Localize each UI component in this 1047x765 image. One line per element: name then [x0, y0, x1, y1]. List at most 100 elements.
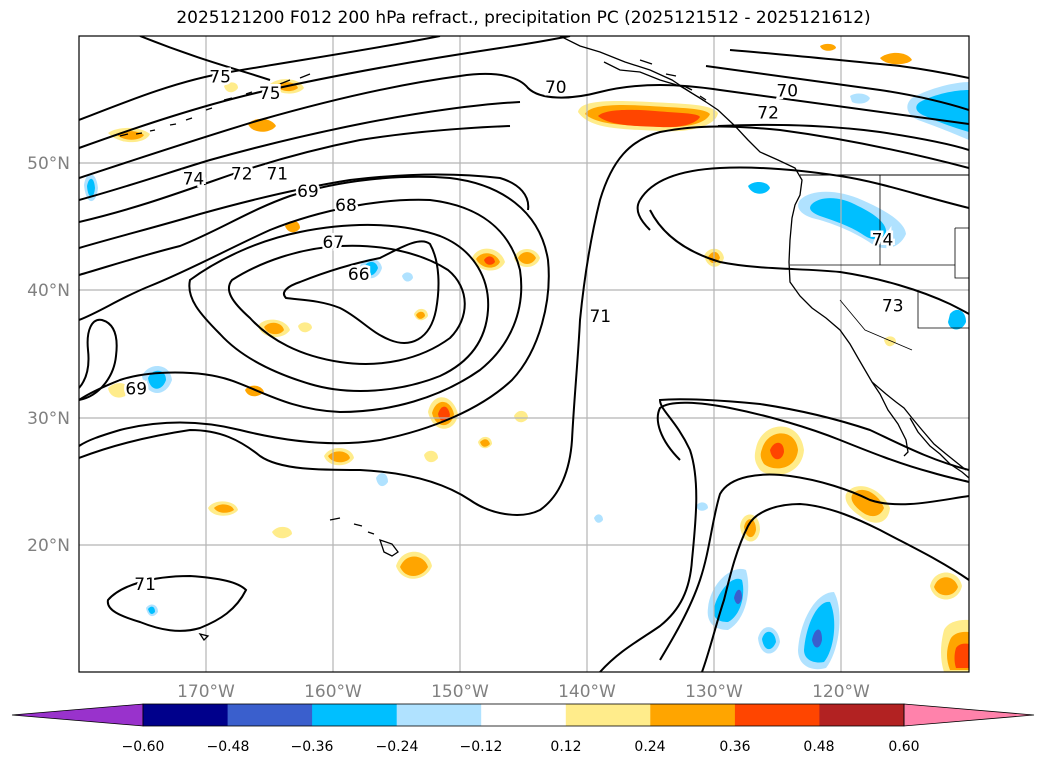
contour-label: 71: [134, 575, 156, 595]
precip-area: [148, 370, 166, 389]
colorbar-segment: [312, 704, 398, 726]
colorbar-tick-label: 0.24: [634, 739, 665, 755]
colorbar-tick-label: 0.60: [888, 739, 919, 755]
contour-line: [717, 123, 969, 151]
precip-area: [696, 502, 708, 511]
colorbar-tick-label: 0.48: [803, 739, 834, 755]
colorbar-tick-label: 0.36: [719, 739, 750, 755]
coastline-north-america: [603, 61, 967, 471]
precip-area: [598, 109, 700, 128]
lon-tick-label: 170°W: [177, 682, 235, 702]
contour-line: [79, 318, 118, 401]
border-state: [839, 299, 913, 351]
lat-tick-label: 40°N: [27, 281, 70, 301]
precip-area: [484, 256, 495, 265]
colorbar-tick-label: 0.12: [550, 739, 581, 755]
contour-label: 71: [589, 307, 611, 327]
colorbar: [11, 703, 1035, 727]
precip-area: [87, 178, 95, 197]
longitude-tick-labels: 170°W 160°W 150°W 140°W 130°W 120°W: [177, 682, 870, 702]
precip-area: [376, 473, 388, 487]
colorbar-frame: [142, 703, 905, 727]
colorbar-tick-label: −0.60: [122, 739, 165, 755]
gridlines: [79, 36, 969, 672]
contour-line: [79, 173, 530, 249]
contour-label: 74: [183, 170, 205, 190]
precip-area: [264, 322, 284, 335]
contour-line: [106, 574, 248, 632]
contour-line: [139, 36, 271, 81]
precip-area: [948, 309, 966, 330]
coastline-alaska: [559, 36, 707, 103]
precip-area: [820, 43, 836, 51]
lon-tick-label: 160°W: [304, 682, 362, 702]
contour-line: [282, 240, 440, 344]
map-panel: [79, 36, 969, 672]
colorbar-tick-label: −0.24: [376, 739, 419, 755]
contour-line: [79, 125, 969, 516]
contour-line: [636, 199, 651, 231]
contour-line: [729, 49, 969, 79]
refractivity-contours: [79, 36, 969, 672]
precip-area: [108, 383, 130, 398]
precip-area: [748, 182, 770, 194]
contour-label: 67: [322, 233, 344, 253]
precip-area: [364, 261, 378, 276]
lat-tick-label: 20°N: [27, 536, 70, 556]
precip-area: [424, 450, 438, 463]
contour-line: [639, 166, 969, 209]
lat-tick-label: 50°N: [27, 154, 70, 174]
precip-area: [851, 489, 884, 517]
contour-line: [79, 101, 521, 201]
contour-label: 74: [872, 231, 894, 251]
colorbar-tick-label: −0.36: [291, 739, 334, 755]
contour-label: 66: [348, 265, 370, 285]
precip-area: [298, 322, 312, 333]
precip-area: [744, 519, 756, 538]
map-title: 2025121200 F012 200 hPa refract., precip…: [176, 8, 871, 28]
colorbar-tick-label: −0.12: [460, 739, 503, 755]
colorbar-extend-low: [11, 703, 144, 727]
precip-area: [148, 606, 155, 614]
precip-area: [594, 514, 603, 523]
colorbar-segment: [481, 704, 567, 726]
precip-area: [934, 577, 958, 596]
precip-area: [400, 556, 428, 577]
contour-label: 69: [125, 379, 147, 399]
contour-label: 70: [776, 82, 798, 102]
contour-line: [659, 473, 969, 661]
contour-label: 69: [297, 182, 319, 202]
precip-area: [402, 272, 413, 282]
contour-label: 71: [266, 164, 288, 184]
contour-line: [79, 175, 550, 447]
precip-area: [734, 589, 742, 604]
precip-area: [850, 93, 870, 104]
contour-line: [79, 72, 969, 179]
precip-area: [884, 336, 896, 347]
colorbar-tick-labels: −0.60 −0.48 −0.36 −0.24 −0.12 0.12 0.24 …: [122, 739, 920, 755]
colorbar-extend-high: [903, 703, 1035, 727]
latitude-tick-labels: 50°N 40°N 30°N 20°N: [27, 154, 70, 556]
map-frame: [78, 35, 970, 673]
colorbar-segment: [565, 704, 651, 726]
precip-area: [762, 631, 776, 650]
precip-area: [272, 526, 292, 539]
contour-line: [79, 36, 571, 149]
colorbar-segment: [819, 704, 905, 726]
precip-area: [480, 439, 490, 447]
coastline-baja: [871, 381, 909, 457]
colorbar-segment: [650, 704, 736, 726]
lat-tick-label: 30°N: [27, 409, 70, 429]
lon-tick-label: 140°W: [558, 682, 616, 702]
precip-area: [514, 410, 528, 423]
border-state: [917, 290, 969, 329]
precip-area: [812, 629, 822, 648]
lon-tick-label: 150°W: [431, 682, 489, 702]
coastline-aleutians: [119, 73, 311, 137]
contour-line: [649, 209, 969, 315]
colorbar-tick-label: −0.48: [207, 739, 250, 755]
precip-area: [214, 504, 234, 513]
contour-label: 75: [259, 84, 281, 104]
precipitation-layer: [84, 43, 969, 672]
